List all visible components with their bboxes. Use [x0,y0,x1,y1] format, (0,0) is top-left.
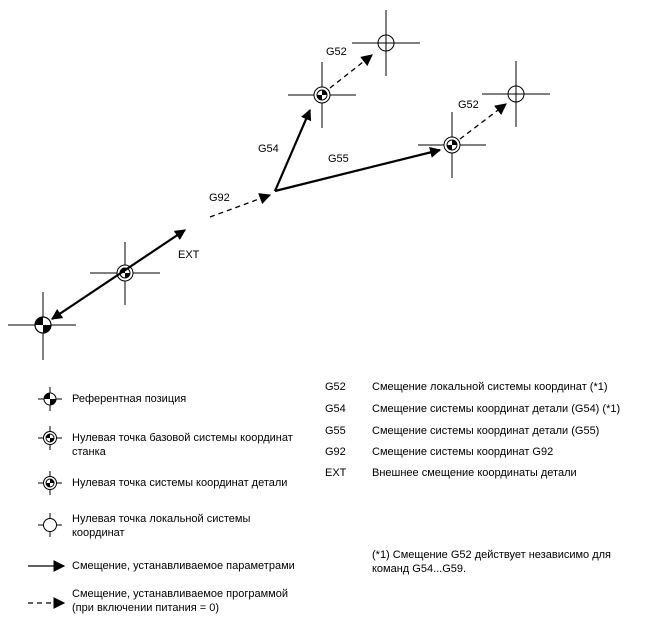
workpiece-zero-g55-symbol [418,112,486,178]
code-ext-desc: Внешнее смещение координаты детали [372,467,577,479]
legend-reference-text: Референтная позиция [72,393,187,405]
g52-top-label: G52 [326,46,347,58]
g55-offset-arrow [274,147,442,193]
code-g52-desc: Смещение локальной системы координат (*1… [372,381,608,393]
legend-dashed-arrow-text: Смещение, устанавливаемое программой (пр… [72,588,289,614]
g54-label: G54 [258,143,279,155]
workpiece-zero-g54-symbol [288,62,356,128]
code-g52: G52 [325,381,346,393]
legend-solid-arrow-text: Смещение, устанавливаемое параметрами [72,560,295,572]
code-g55: G55 [325,425,346,437]
g52-offset-arrow-top [329,54,373,89]
legend-reference-icon [38,387,62,411]
legend-local-zero-text: Нулевая точка локальной системы координа… [72,513,251,539]
reference-position-symbol [8,292,76,360]
legend-workpiece-zero-text: Нулевая точка системы координат детали [72,477,288,489]
legend-machine-zero-icon [38,426,62,450]
local-zero-top-symbol [352,10,420,76]
g54-offset-arrow [273,108,312,192]
machine-zero-symbol [90,242,160,305]
g92-offset-arrow [209,193,272,218]
g92-label: G92 [209,192,230,204]
legend-machine-zero-text: Нулевая точка базовой системы координат … [72,432,293,458]
footnote: (*1) Смещение G52 действует независимо д… [372,549,612,575]
local-zero-right-symbol [482,61,550,127]
code-g92: G92 [325,446,346,458]
ext-label: EXT [178,249,200,261]
ext-offset-arrow [51,229,186,320]
g52-right-label: G52 [458,99,479,111]
legend-workpiece-zero-icon [38,471,62,495]
g55-label: G55 [328,153,349,165]
g52-offset-arrow-right [459,103,507,140]
legend-local-zero-icon [38,513,62,537]
code-g54-desc: Смещение системы координат детали (G54) … [372,403,621,415]
code-g92-desc: Смещение системы координат G92 [372,446,554,458]
code-ext: EXT [325,467,347,479]
code-g54: G54 [325,403,346,415]
code-g55-desc: Смещение системы координат детали (G55) [372,425,600,437]
